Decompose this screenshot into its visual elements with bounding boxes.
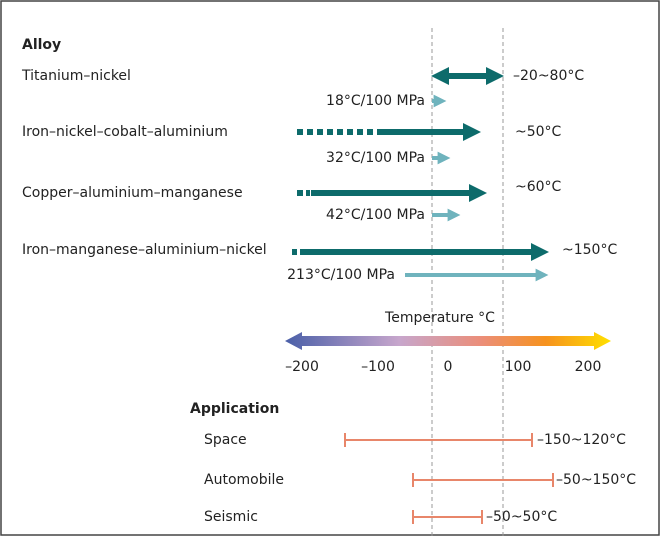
scale-label: Temperature °C (384, 310, 495, 326)
scale-tick: –100 (361, 359, 395, 375)
transition: –20~80°C (513, 68, 584, 84)
application-range: –150~120°C (537, 432, 626, 448)
transition: ~60°C (515, 179, 562, 195)
stress-rate: 213°C/100 MPa (287, 267, 395, 283)
temperature-scale (285, 332, 611, 350)
application-name: Automobile (204, 472, 284, 488)
alloy-name: Titanium–nickel (21, 68, 131, 84)
transition: ~50°C (515, 124, 562, 140)
application-name: Space (204, 432, 247, 448)
alloy-name: Copper–aluminium–manganese (22, 185, 243, 201)
application-ranges (344, 433, 554, 524)
application-name: Seismic (204, 509, 258, 525)
transition: ~150°C (562, 242, 617, 258)
scale-tick: 0 (444, 359, 453, 375)
section-title: Application (190, 401, 279, 417)
scale-tick: 100 (505, 359, 532, 375)
scale-tick: 200 (575, 359, 602, 375)
stress-rate: 42°C/100 MPa (326, 207, 425, 223)
application-range: –50~150°C (556, 472, 636, 488)
application-range: –50~50°C (486, 509, 557, 525)
alloy-name: Iron–nickel–cobalt–aluminium (22, 124, 228, 140)
scale-tick: –200 (285, 359, 319, 375)
section-title: Alloy (22, 37, 61, 53)
stress-rate: 32°C/100 MPa (326, 150, 425, 166)
stress-rate: 18°C/100 MPa (326, 93, 425, 109)
alloy-name: Iron–manganese–aluminium–nickel (22, 242, 267, 258)
